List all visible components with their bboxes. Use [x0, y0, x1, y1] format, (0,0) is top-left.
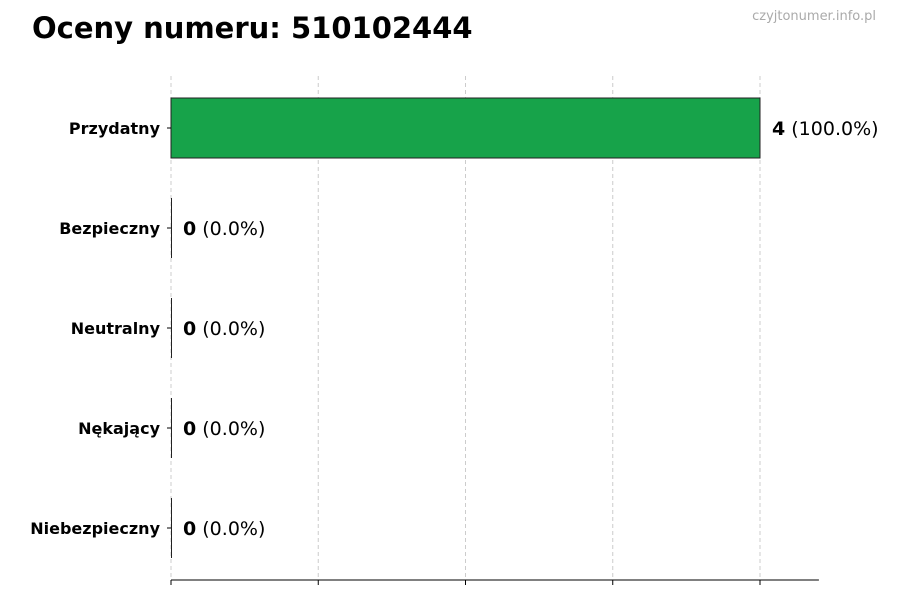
category-label: Neutralny: [71, 319, 161, 338]
category-label: Nękający: [78, 419, 160, 438]
bar: [170, 97, 761, 159]
value-count: 4: [772, 118, 785, 140]
value-count: 0: [183, 518, 196, 540]
value-count: 0: [183, 318, 196, 340]
category-label: Przydatny: [69, 119, 161, 138]
value-percent: (0.0%): [196, 218, 265, 240]
value-label: 4 (100.0%): [772, 118, 879, 140]
value-count: 0: [183, 218, 196, 240]
value-percent: (0.0%): [196, 318, 265, 340]
value-label: 0 (0.0%): [183, 418, 265, 440]
watermark: czyjtonumer.info.pl: [752, 9, 876, 24]
value-percent: (0.0%): [196, 418, 265, 440]
value-label: 0 (0.0%): [183, 318, 265, 340]
value-percent: (0.0%): [196, 518, 265, 540]
value-label: 0 (0.0%): [183, 218, 265, 240]
category-label: Bezpieczny: [59, 219, 160, 238]
value-percent: (100.0%): [785, 118, 878, 140]
value-count: 0: [183, 418, 196, 440]
value-label: 0 (0.0%): [183, 518, 265, 540]
category-label: Niebezpieczny: [30, 519, 160, 538]
chart-title: Oceny numeru: 510102444: [32, 11, 473, 45]
